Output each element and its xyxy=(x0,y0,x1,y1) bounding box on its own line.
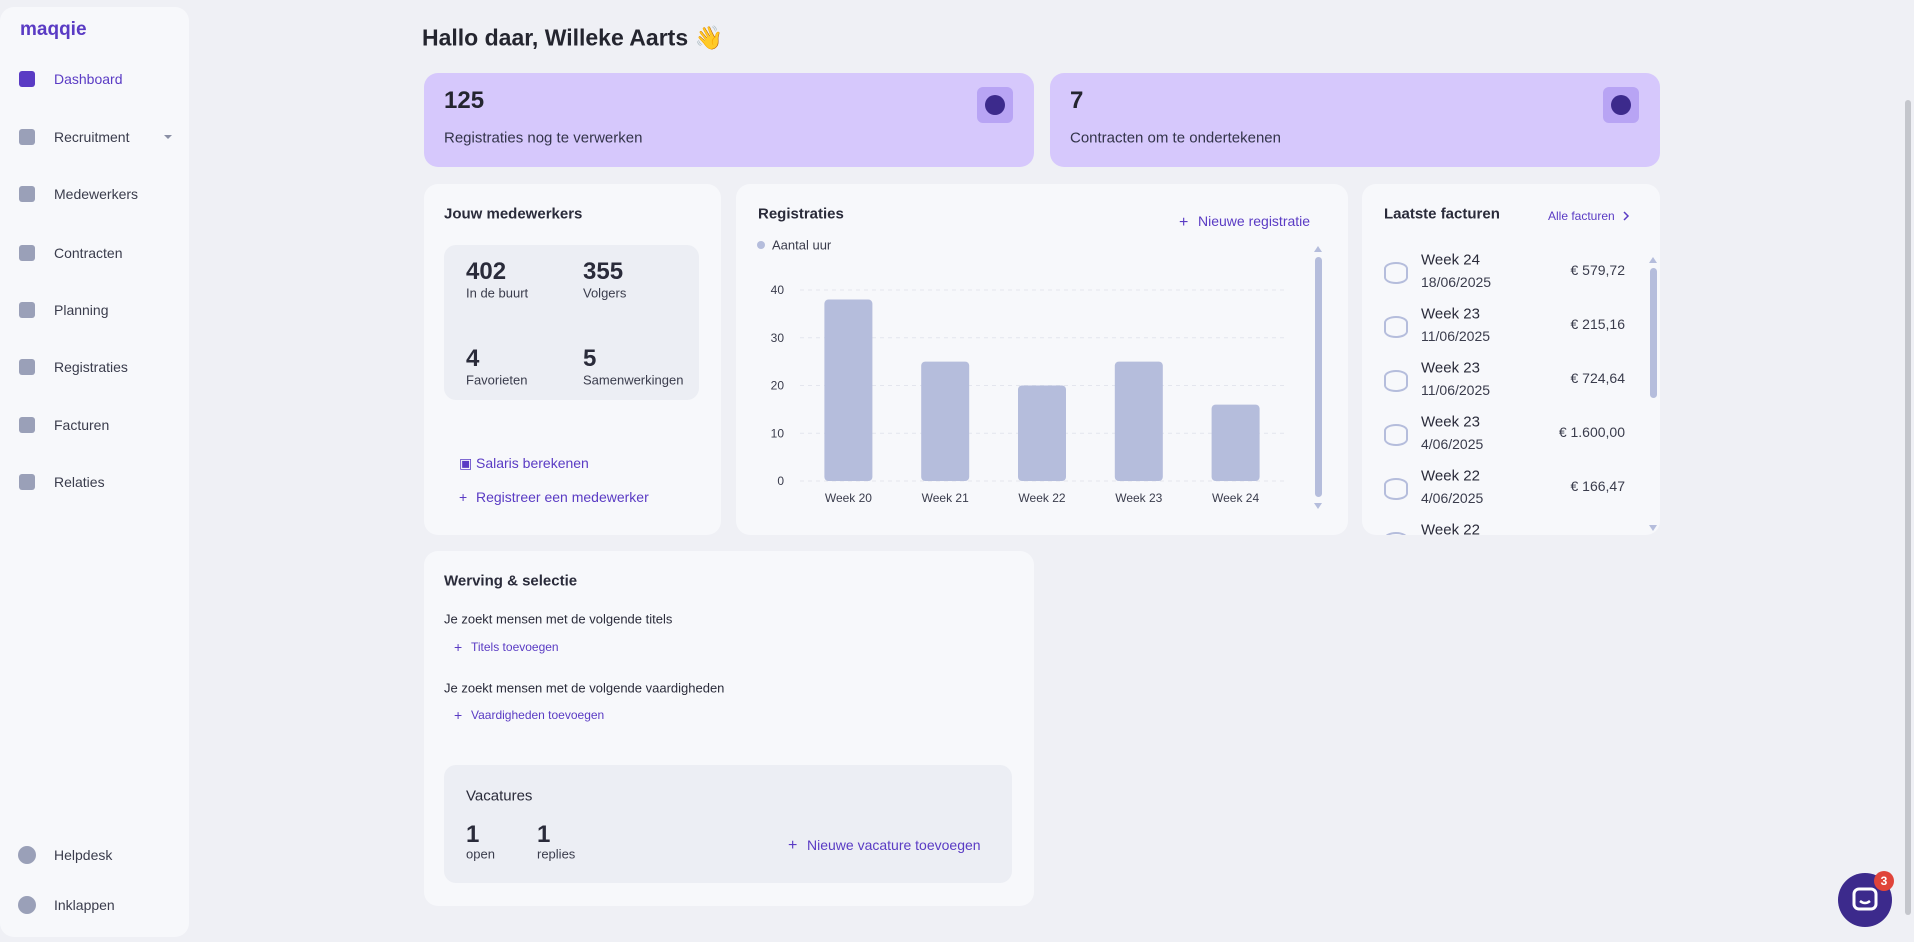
stat-card[interactable] xyxy=(424,73,1034,167)
invoice-icon xyxy=(1384,532,1408,535)
section-text: Je zoekt mensen met de volgende vaardigh… xyxy=(444,680,725,696)
invoice-icon xyxy=(1384,316,1408,338)
panel-title: Registraties xyxy=(758,205,844,223)
chat-badge: 3 xyxy=(1880,874,1888,888)
invoice-week[interactable]: Week 24 xyxy=(1421,251,1480,269)
nav-item[interactable]: Medewerkers xyxy=(54,186,139,202)
stat-label: open xyxy=(466,846,495,862)
legend-label: Aantal uur xyxy=(772,237,832,253)
invoice-amount: € 1.600,00 xyxy=(1558,424,1625,440)
invoice-icon xyxy=(1384,478,1408,500)
stat-value: 355 xyxy=(583,258,624,285)
stat-value: 125 xyxy=(444,87,485,114)
stat-label: Registraties nog te verwerken xyxy=(444,129,643,147)
sidebar xyxy=(0,7,189,937)
link[interactable]: Alle facturen xyxy=(1548,209,1615,223)
link[interactable]: Registreer een medewerker xyxy=(476,489,649,505)
stat-value: 402 xyxy=(466,258,507,285)
invoices-panel: Week 24 18/06/2025 € 579,72 Week 23 11/06/20… xyxy=(1362,184,1660,535)
invoice-amount: € 215,16 xyxy=(1570,316,1626,332)
invoice-date: 11/06/2025 xyxy=(1421,382,1491,398)
invoice-icon xyxy=(1384,370,1408,392)
box-title: Vacatures xyxy=(466,787,533,805)
invoice-week[interactable]: Week 22 xyxy=(1421,467,1480,485)
logo: maqqie xyxy=(20,19,87,40)
panel-title: Jouw medewerkers xyxy=(444,205,583,223)
nav-item[interactable]: Inklappen xyxy=(54,897,115,913)
nav-item[interactable]: Contracten xyxy=(54,245,123,261)
panel-title: Werving & selectie xyxy=(444,572,578,590)
stat-card[interactable] xyxy=(1050,73,1660,167)
greeting: Hallo daar, Willeke Aarts 👋 xyxy=(422,24,724,51)
nav-item[interactable]: Dashboard xyxy=(54,71,123,87)
invoice-icon xyxy=(1384,424,1408,446)
stat-value: 4 xyxy=(466,345,480,372)
invoice-amount: € 724,64 xyxy=(1570,370,1626,386)
stat-label: Samenwerkingen xyxy=(583,372,684,388)
employees-stats-box xyxy=(444,245,699,400)
invoice-week[interactable]: Week 23 xyxy=(1421,305,1480,323)
stat-label: replies xyxy=(537,846,576,862)
stat-label: Favorieten xyxy=(466,372,528,388)
invoice-date: 4/06/2025 xyxy=(1421,490,1484,506)
nav-item[interactable]: Planning xyxy=(54,302,109,318)
chat-badge-bg xyxy=(1874,871,1894,891)
nav-item[interactable]: Registraties xyxy=(54,359,128,375)
stat-value: 7 xyxy=(1070,87,1084,114)
vacancies-box xyxy=(444,765,1012,883)
nav-item[interactable]: Helpdesk xyxy=(54,847,113,863)
link[interactable]: Nieuwe vacature toevoegen xyxy=(807,837,981,853)
link[interactable]: Vaardigheden toevoegen xyxy=(471,708,605,722)
invoice-week[interactable]: Week 23 xyxy=(1421,413,1480,431)
invoice-week[interactable]: Week 23 xyxy=(1421,359,1480,377)
invoice-amount: € 579,72 xyxy=(1570,262,1626,278)
chat-icon xyxy=(1852,887,1878,911)
section-text: Je zoekt mensen met de volgende titels xyxy=(444,611,673,627)
invoice-week[interactable]: Week 22 xyxy=(1421,521,1480,536)
stat-label: Contracten om te ondertekenen xyxy=(1070,129,1281,147)
nav-item[interactable]: Relaties xyxy=(54,474,105,490)
stat-value: 5 xyxy=(583,345,597,372)
link[interactable]: Salaris berekenen xyxy=(476,455,589,471)
stat-label: Volgers xyxy=(583,285,627,301)
stat-label: In de buurt xyxy=(466,285,529,301)
page-scrollbar[interactable] xyxy=(1905,100,1911,915)
link[interactable]: Nieuwe registratie xyxy=(1198,213,1311,229)
invoice-amount: € 166,47 xyxy=(1570,478,1626,494)
invoice-date: 4/06/2025 xyxy=(1421,436,1484,452)
stat-value: 1 xyxy=(466,821,480,848)
stat-value: 1 xyxy=(537,821,551,848)
nav-item[interactable]: Recruitment xyxy=(54,129,130,145)
invoice-date: 11/06/2025 xyxy=(1421,328,1491,344)
link[interactable]: Titels toevoegen xyxy=(471,640,559,654)
panel-title: Laatste facturen xyxy=(1384,205,1500,223)
invoice-icon xyxy=(1384,262,1408,284)
invoice-date: 18/06/2025 xyxy=(1421,274,1492,290)
nav-item[interactable]: Facturen xyxy=(54,417,110,433)
